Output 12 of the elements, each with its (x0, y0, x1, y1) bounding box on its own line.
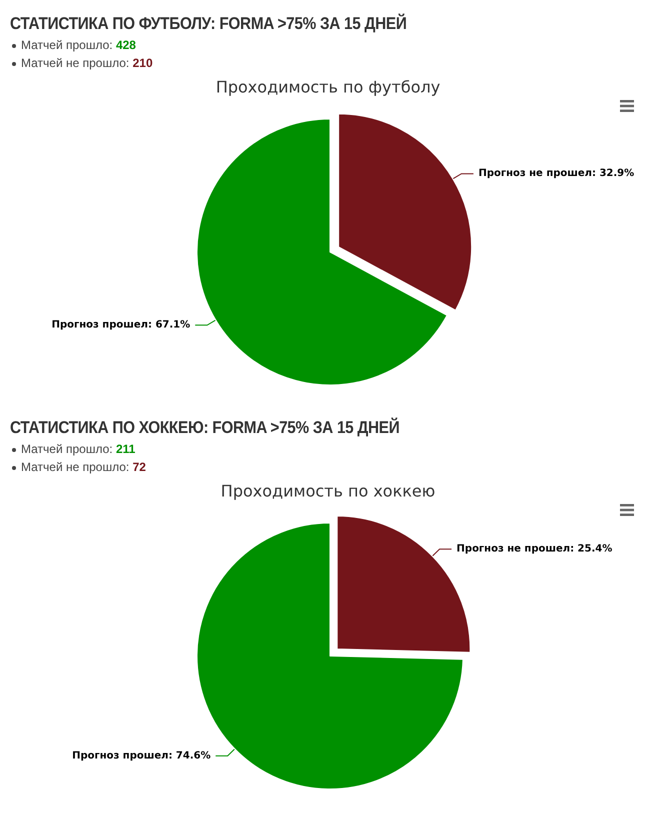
slice-label: Прогноз не прошел: 25.4% (456, 544, 612, 555)
text: Матчей не прошло: 210 (20, 56, 154, 70)
slice-label: Прогноз прошел: 74.6% (72, 750, 211, 762)
slice-label: Прогноз прошел: 67.1% (52, 320, 190, 331)
text: Матчей прошло: 428 (20, 38, 137, 52)
chart-title: СТАТИСТИКА ПО ФУТБОЛУ: FORMA >75% ЗА 15 ДНЕЙ (10, 12, 408, 34)
chart-subtitle: Проходимость по футболу (216, 78, 440, 96)
slice-label: Прогноз не прошел: 32.9% (478, 168, 634, 180)
text: Матчей не прошло: 72 (20, 460, 147, 474)
chart-subtitle: Проходимость по хоккею (220, 482, 436, 500)
text: Матчей прошло: 211 (20, 442, 136, 456)
chart-title: СТАТИСТИКА ПО ХОККЕЮ: FORMA >75% ЗА 15 ДНЕЙ (10, 416, 400, 438)
